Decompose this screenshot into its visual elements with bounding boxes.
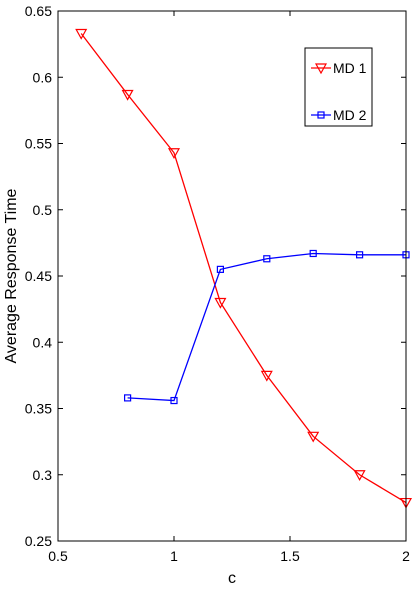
legend-marker <box>317 111 325 119</box>
y-tick-label: 0.6 <box>33 69 53 85</box>
data-point <box>121 89 134 101</box>
data-point <box>170 396 178 405</box>
x-tick-label: 1.5 <box>280 548 300 564</box>
series-line <box>80 33 407 504</box>
x-tick-label: 1 <box>170 548 178 564</box>
data-point <box>263 255 271 263</box>
y-tick-label: 0.5 <box>33 202 53 218</box>
legend: MD 1 MD 2 <box>304 47 373 127</box>
x-tick-label: 0.5 <box>48 548 68 564</box>
data-point <box>260 370 273 382</box>
y-tick-label: 0.3 <box>33 467 53 483</box>
y-tick-label: 0.65 <box>25 3 52 19</box>
data-point <box>309 249 317 258</box>
legend-marker <box>314 63 328 75</box>
data-point <box>216 265 224 273</box>
x-axis-title: c <box>228 570 236 587</box>
data-point <box>167 148 181 160</box>
y-axis-ticks: 0.25 0.3 0.35 0.4 0.45 0.5 0.55 0.6 0.65 <box>25 3 406 549</box>
data-point <box>307 431 320 443</box>
y-tick-label: 0.4 <box>33 334 53 350</box>
y-tick-label: 0.25 <box>25 533 52 549</box>
data-point <box>123 394 132 402</box>
x-axis-ticks: 0.5 1 1.5 2 <box>48 11 410 564</box>
legend-item: MD 2 <box>311 107 367 123</box>
legend-item: MD 1 <box>311 60 367 76</box>
series-line <box>127 252 406 402</box>
legend-items: MD 1 MD 2 <box>311 60 367 123</box>
data-point <box>353 470 366 481</box>
data-point <box>356 251 364 259</box>
x-tick-label: 2 <box>402 548 410 564</box>
legend-label: MD 2 <box>333 107 367 123</box>
legend-label: MD 1 <box>333 60 367 76</box>
y-tick-label: 0.55 <box>25 136 52 152</box>
legend-box <box>304 47 373 127</box>
y-tick-label: 0.35 <box>25 401 52 417</box>
y-axis-title: Average Response Time <box>3 188 20 363</box>
data-point <box>214 297 227 309</box>
data-point <box>75 28 88 40</box>
y-tick-label: 0.45 <box>25 268 52 284</box>
